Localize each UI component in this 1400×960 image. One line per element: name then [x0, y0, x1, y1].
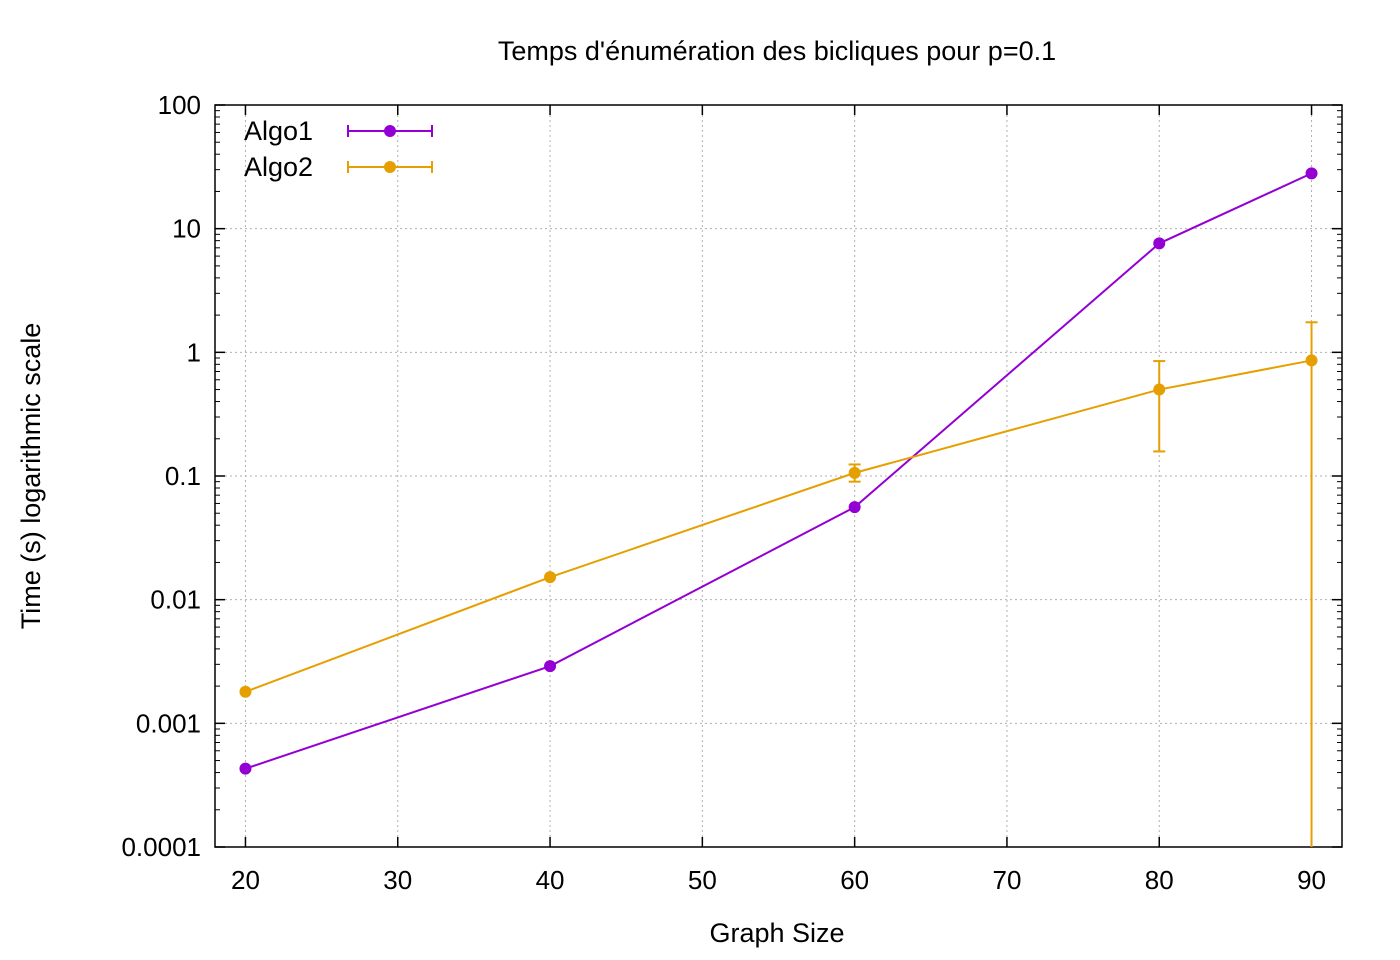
series-line: [245, 359, 1312, 693]
x-tick-label: 90: [1297, 865, 1326, 895]
series-line: [245, 172, 1312, 770]
y-tick-label: 100: [158, 90, 201, 120]
data-point: [239, 762, 252, 775]
y-axis: 0.0001 0.001 0.01 0.1 1 10 100: [121, 90, 1342, 862]
legend-item-algo1: Algo1: [244, 116, 433, 146]
data-point: [239, 685, 252, 698]
data-point: [544, 571, 557, 584]
y-tick-label: 1: [187, 337, 201, 367]
y-tick-label: 0.1: [165, 461, 201, 491]
data-point: [1153, 237, 1166, 250]
x-tick-label: 80: [1145, 865, 1174, 895]
x-axis: 20 30 40 50 60 70 80 90: [231, 105, 1326, 895]
legend-item-algo2: Algo2: [244, 152, 433, 182]
series-algo1: [239, 167, 1318, 775]
y-axis-title: Time (s) logarithmic scale: [16, 323, 46, 630]
data-point: [1153, 383, 1166, 396]
data-point: [544, 660, 557, 673]
plot-frame: [214, 104, 1343, 848]
x-tick-label: 20: [231, 865, 260, 895]
data-point: [1305, 167, 1318, 180]
y-tick-label: 0.0001: [121, 832, 201, 862]
x-tick-label: 70: [992, 865, 1021, 895]
series-layer: [239, 167, 1318, 847]
data-point: [848, 466, 861, 479]
data-point: [1305, 354, 1318, 367]
legend-label: Algo1: [244, 116, 313, 146]
chart-title: Temps d'énumération des bicliques pour p…: [498, 36, 1056, 66]
y-tick-label: 10: [172, 214, 201, 244]
y-tick-label: 0.001: [136, 708, 201, 738]
x-tick-label: 60: [840, 865, 869, 895]
y-tick-label: 0.01: [150, 585, 201, 615]
x-axis-title: Graph Size: [709, 918, 844, 948]
x-tick-label: 30: [383, 865, 412, 895]
grid: [215, 104, 1342, 848]
legend: Algo1 Algo2: [244, 116, 433, 182]
legend-marker: [384, 125, 396, 137]
legend-marker: [384, 161, 396, 173]
x-tick-label: 40: [536, 865, 565, 895]
data-point: [848, 501, 861, 514]
x-tick-label: 50: [688, 865, 717, 895]
series-algo2: [239, 321, 1318, 847]
legend-label: Algo2: [244, 152, 313, 182]
